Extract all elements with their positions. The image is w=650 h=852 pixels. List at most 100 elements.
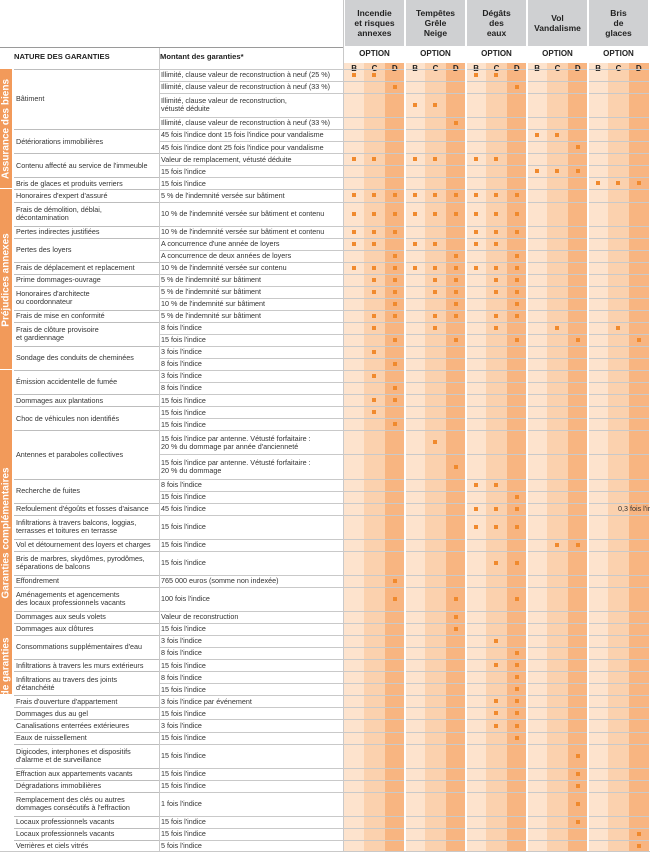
coverage-mark <box>372 73 377 78</box>
coverage-mark <box>453 338 458 343</box>
guarantee-label: Frais d'ouverture d'appartement <box>16 696 160 708</box>
amount-text: 765 000 euros (somme non indexée) <box>161 576 279 586</box>
label-divider <box>14 225 160 227</box>
amount-cell: 100 fois l'indice <box>161 587 343 611</box>
coverage-mark <box>514 687 519 692</box>
guarantee-label: Aménagements et agencements des locaux p… <box>16 587 160 611</box>
section-label: Garanties complémentaires <box>0 467 12 599</box>
coverage-mark <box>494 229 499 234</box>
guarantee-name: Dégradations immobilières <box>16 780 102 790</box>
guarantee-label: Frais de mise en conformité <box>16 310 160 322</box>
coverage-mark <box>453 253 458 258</box>
option-letter: C <box>486 64 506 74</box>
option-letter: B <box>344 64 364 74</box>
coverage-mark <box>352 229 357 234</box>
guarantee-name: Effraction aux appartements vacants <box>16 768 133 778</box>
coverage-header-4: Vol Vandalisme <box>528 0 587 46</box>
coverage-mark <box>392 386 397 391</box>
coverage-mark <box>453 193 458 198</box>
amount-cell: 10 % de l'indemnité sur bâtiment <box>161 298 343 310</box>
coverage-mark <box>636 338 641 343</box>
amount-cell: 15 fois l'indice <box>161 660 343 672</box>
guarantee-label: Bâtiment <box>16 70 160 130</box>
guarantee-name: Prime dommages-ouvrage <box>16 275 101 285</box>
option-letter: D <box>568 64 588 74</box>
coverage-mark <box>453 277 458 282</box>
column-divider <box>159 48 160 852</box>
amount-cell: 15 fois l'indice <box>161 419 343 431</box>
coverage-mark <box>372 398 377 403</box>
coverage-mark <box>514 711 519 716</box>
amount-cell: 5 % de l'indemnité sur bâtiment <box>161 274 343 286</box>
amount-text: 5 % de l'indemnité versée sur bâtiment <box>161 190 285 200</box>
group-divider <box>587 0 589 852</box>
coverage-mark <box>433 157 438 162</box>
option-column-bg <box>364 63 386 852</box>
label-divider <box>14 635 160 637</box>
guarantee-label: Locaux professionnels vacants <box>16 816 160 828</box>
option-column-bg <box>628 63 650 852</box>
guarantee-name: Infiltrations à travers les murs extérie… <box>16 660 144 670</box>
amount-text: 5 fois l'indice <box>161 841 202 851</box>
coverage-mark <box>575 753 580 758</box>
guarantee-name: Pertes indirectes justifiées <box>16 226 100 236</box>
coverage-header-3: Dégâts des eaux <box>467 0 526 46</box>
coverage-mark <box>433 211 438 216</box>
amount-text: 15 fois l'indice <box>161 829 206 839</box>
guarantee-label: Choc de véhicules non identifiés <box>16 407 160 431</box>
amount-cell: 8 fois l'indice <box>161 648 343 660</box>
amount-text: 3 fois l'indice <box>161 720 202 730</box>
coverage-header-2: Tempêtes Grêle Neige <box>406 0 465 46</box>
coverage-mark <box>392 265 397 270</box>
coverage-mark <box>433 241 438 246</box>
coverage-mark <box>575 771 580 776</box>
option-column-bg <box>445 63 467 852</box>
coverage-mark <box>494 313 499 318</box>
guarantee-label: Remplacement des clés ou autres dommages… <box>16 792 160 816</box>
amount-cell: 5 fois l'indice <box>161 840 343 852</box>
coverage-mark <box>575 819 580 824</box>
coverage-mark <box>433 103 438 108</box>
coverage-mark <box>392 301 397 306</box>
label-divider <box>14 791 160 793</box>
coverage-mark <box>352 73 357 78</box>
section-bar: Préjudices annexes <box>0 189 12 370</box>
guarantee-name: Dommages aux seuls volets <box>16 612 106 622</box>
label-divider <box>14 346 160 348</box>
amount-text: 15 fois l'indice par antenne. Vétusté fo… <box>161 433 311 451</box>
coverage-mark <box>352 265 357 270</box>
guarantee-name: Frais de clôture provisoire et gardienna… <box>16 325 99 343</box>
option-letter: D <box>446 64 466 74</box>
coverage-mark <box>474 524 479 529</box>
coverage-mark <box>514 524 519 529</box>
label-divider <box>14 815 160 817</box>
amount-text: 10 % de l'indemnité versée sur bâtiment … <box>161 226 325 236</box>
coverage-mark <box>392 211 397 216</box>
coverage-mark <box>494 639 499 644</box>
nature-heading: NATURE DES GARANTIES <box>14 52 110 61</box>
guarantee-name: Antennes et paraboles collectives <box>16 449 124 459</box>
coverage-mark <box>514 506 519 511</box>
coverage-mark <box>372 289 377 294</box>
coverage-mark <box>514 265 519 270</box>
coverage-mark <box>392 398 397 403</box>
amount-text: 100 fois l'indice <box>161 594 210 604</box>
coverage-mark <box>514 494 519 499</box>
coverage-mark <box>555 542 560 547</box>
amount-text: A concurrence de deux années de loyers <box>161 250 292 260</box>
coverage-mark <box>575 169 580 174</box>
label-divider <box>14 394 160 396</box>
option-letter: C <box>608 64 628 74</box>
coverage-mark <box>372 277 377 282</box>
coverage-mark <box>596 181 601 186</box>
guarantee-label: Contenu affecté au service de l'immeuble <box>16 154 160 178</box>
amount-cell: 8 fois l'indice <box>161 672 343 684</box>
amount-text: 45 fois l'indice <box>161 503 206 513</box>
amount-text: 3 fois l'indice <box>161 371 202 381</box>
guarantee-label: Bris de glaces et produits verriers <box>16 178 160 190</box>
guarantee-name: Infiltrations à travers balcons, loggias… <box>16 517 137 535</box>
option-column-bg <box>588 63 609 852</box>
option-label: OPTION <box>406 47 465 61</box>
amount-text: 3 fois l'indice <box>161 636 202 646</box>
amount-cell: 3 fois l'indice <box>161 636 343 648</box>
